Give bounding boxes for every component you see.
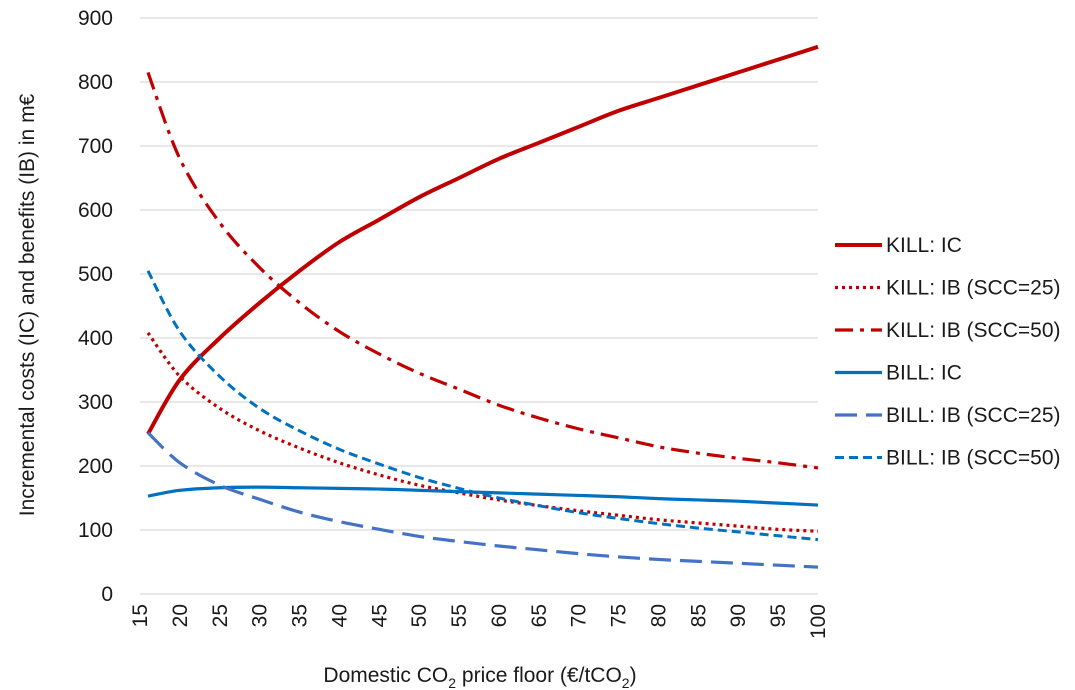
- x-tick-label: 70: [568, 604, 591, 627]
- x-tick-label: 95: [767, 604, 790, 627]
- x-tick-label: 90: [727, 604, 750, 627]
- x-axis-title: Domestic CO2 price floor (€/tCO2): [323, 664, 636, 690]
- x-tick-label: 15: [129, 604, 152, 627]
- x-tick-label: 80: [647, 604, 670, 627]
- legend-label: BILL: IC: [886, 362, 962, 385]
- gridlines: [140, 17, 818, 595]
- x-tick-label: 65: [528, 604, 551, 627]
- y-tick-label: 500: [78, 263, 113, 286]
- x-axis-title-subscript: 2: [448, 675, 456, 690]
- legend: KILL: IC KILL: IB (SCC=25) KILL: IB (SCC=5…: [835, 234, 1061, 470]
- x-tick-label: 30: [249, 604, 272, 627]
- series-line-6: [146, 270, 819, 542]
- x-axis-title-part: ): [630, 664, 637, 687]
- x-tick-label: 50: [408, 604, 431, 627]
- x-axis-title-part: Domestic CO: [323, 664, 448, 687]
- x-tick-label: 45: [368, 604, 391, 627]
- y-axis-ticks: 0 100 200 300 400 500 600 700 800 900: [78, 7, 113, 606]
- x-tick-label: 20: [169, 604, 192, 627]
- legend-label: KILL: IB (SCC=25): [886, 277, 1061, 300]
- series-line-4: [147, 485, 819, 507]
- x-tick-label: 35: [289, 604, 312, 627]
- x-tick-label: 25: [209, 604, 232, 627]
- series-line-2: [146, 331, 819, 533]
- x-axis-ticks: 15 20 25 30 35 40 45 50 55 60 65 70 75 80 85 90 95 100: [129, 604, 830, 639]
- y-tick-label: 400: [78, 327, 113, 350]
- x-axis-title-subscript: 2: [622, 675, 630, 690]
- x-tick-label: 60: [488, 604, 511, 627]
- x-tick-label: 85: [687, 604, 710, 627]
- y-tick-label: 600: [78, 199, 113, 222]
- legend-label: BILL: IB (SCC=25): [886, 404, 1061, 427]
- series-line-3: [146, 71, 819, 470]
- y-tick-label: 800: [78, 71, 113, 94]
- y-tick-label: 900: [78, 7, 113, 30]
- x-tick-label: 100: [807, 604, 830, 639]
- y-tick-label: 100: [78, 519, 113, 542]
- x-tick-label: 75: [608, 604, 631, 627]
- legend-label: KILL: IB (SCC=50): [886, 319, 1061, 342]
- y-axis-title: Incremental costs (IC) and benefits (IB)…: [16, 93, 39, 516]
- y-tick-label: 0: [101, 583, 113, 606]
- series-layer: [146, 44, 819, 569]
- legend-label: BILL: IB (SCC=50): [886, 447, 1061, 470]
- series-line-1: [146, 44, 819, 436]
- y-tick-label: 200: [78, 455, 113, 478]
- y-tick-label: 300: [78, 391, 113, 414]
- legend-label: KILL: IC: [886, 234, 962, 257]
- y-tick-label: 700: [78, 135, 113, 158]
- x-axis-title-part: price floor (€/tCO: [456, 664, 622, 687]
- x-tick-label: 40: [328, 604, 351, 627]
- x-tick-label: 55: [448, 604, 471, 627]
- series-line-5: [146, 431, 819, 569]
